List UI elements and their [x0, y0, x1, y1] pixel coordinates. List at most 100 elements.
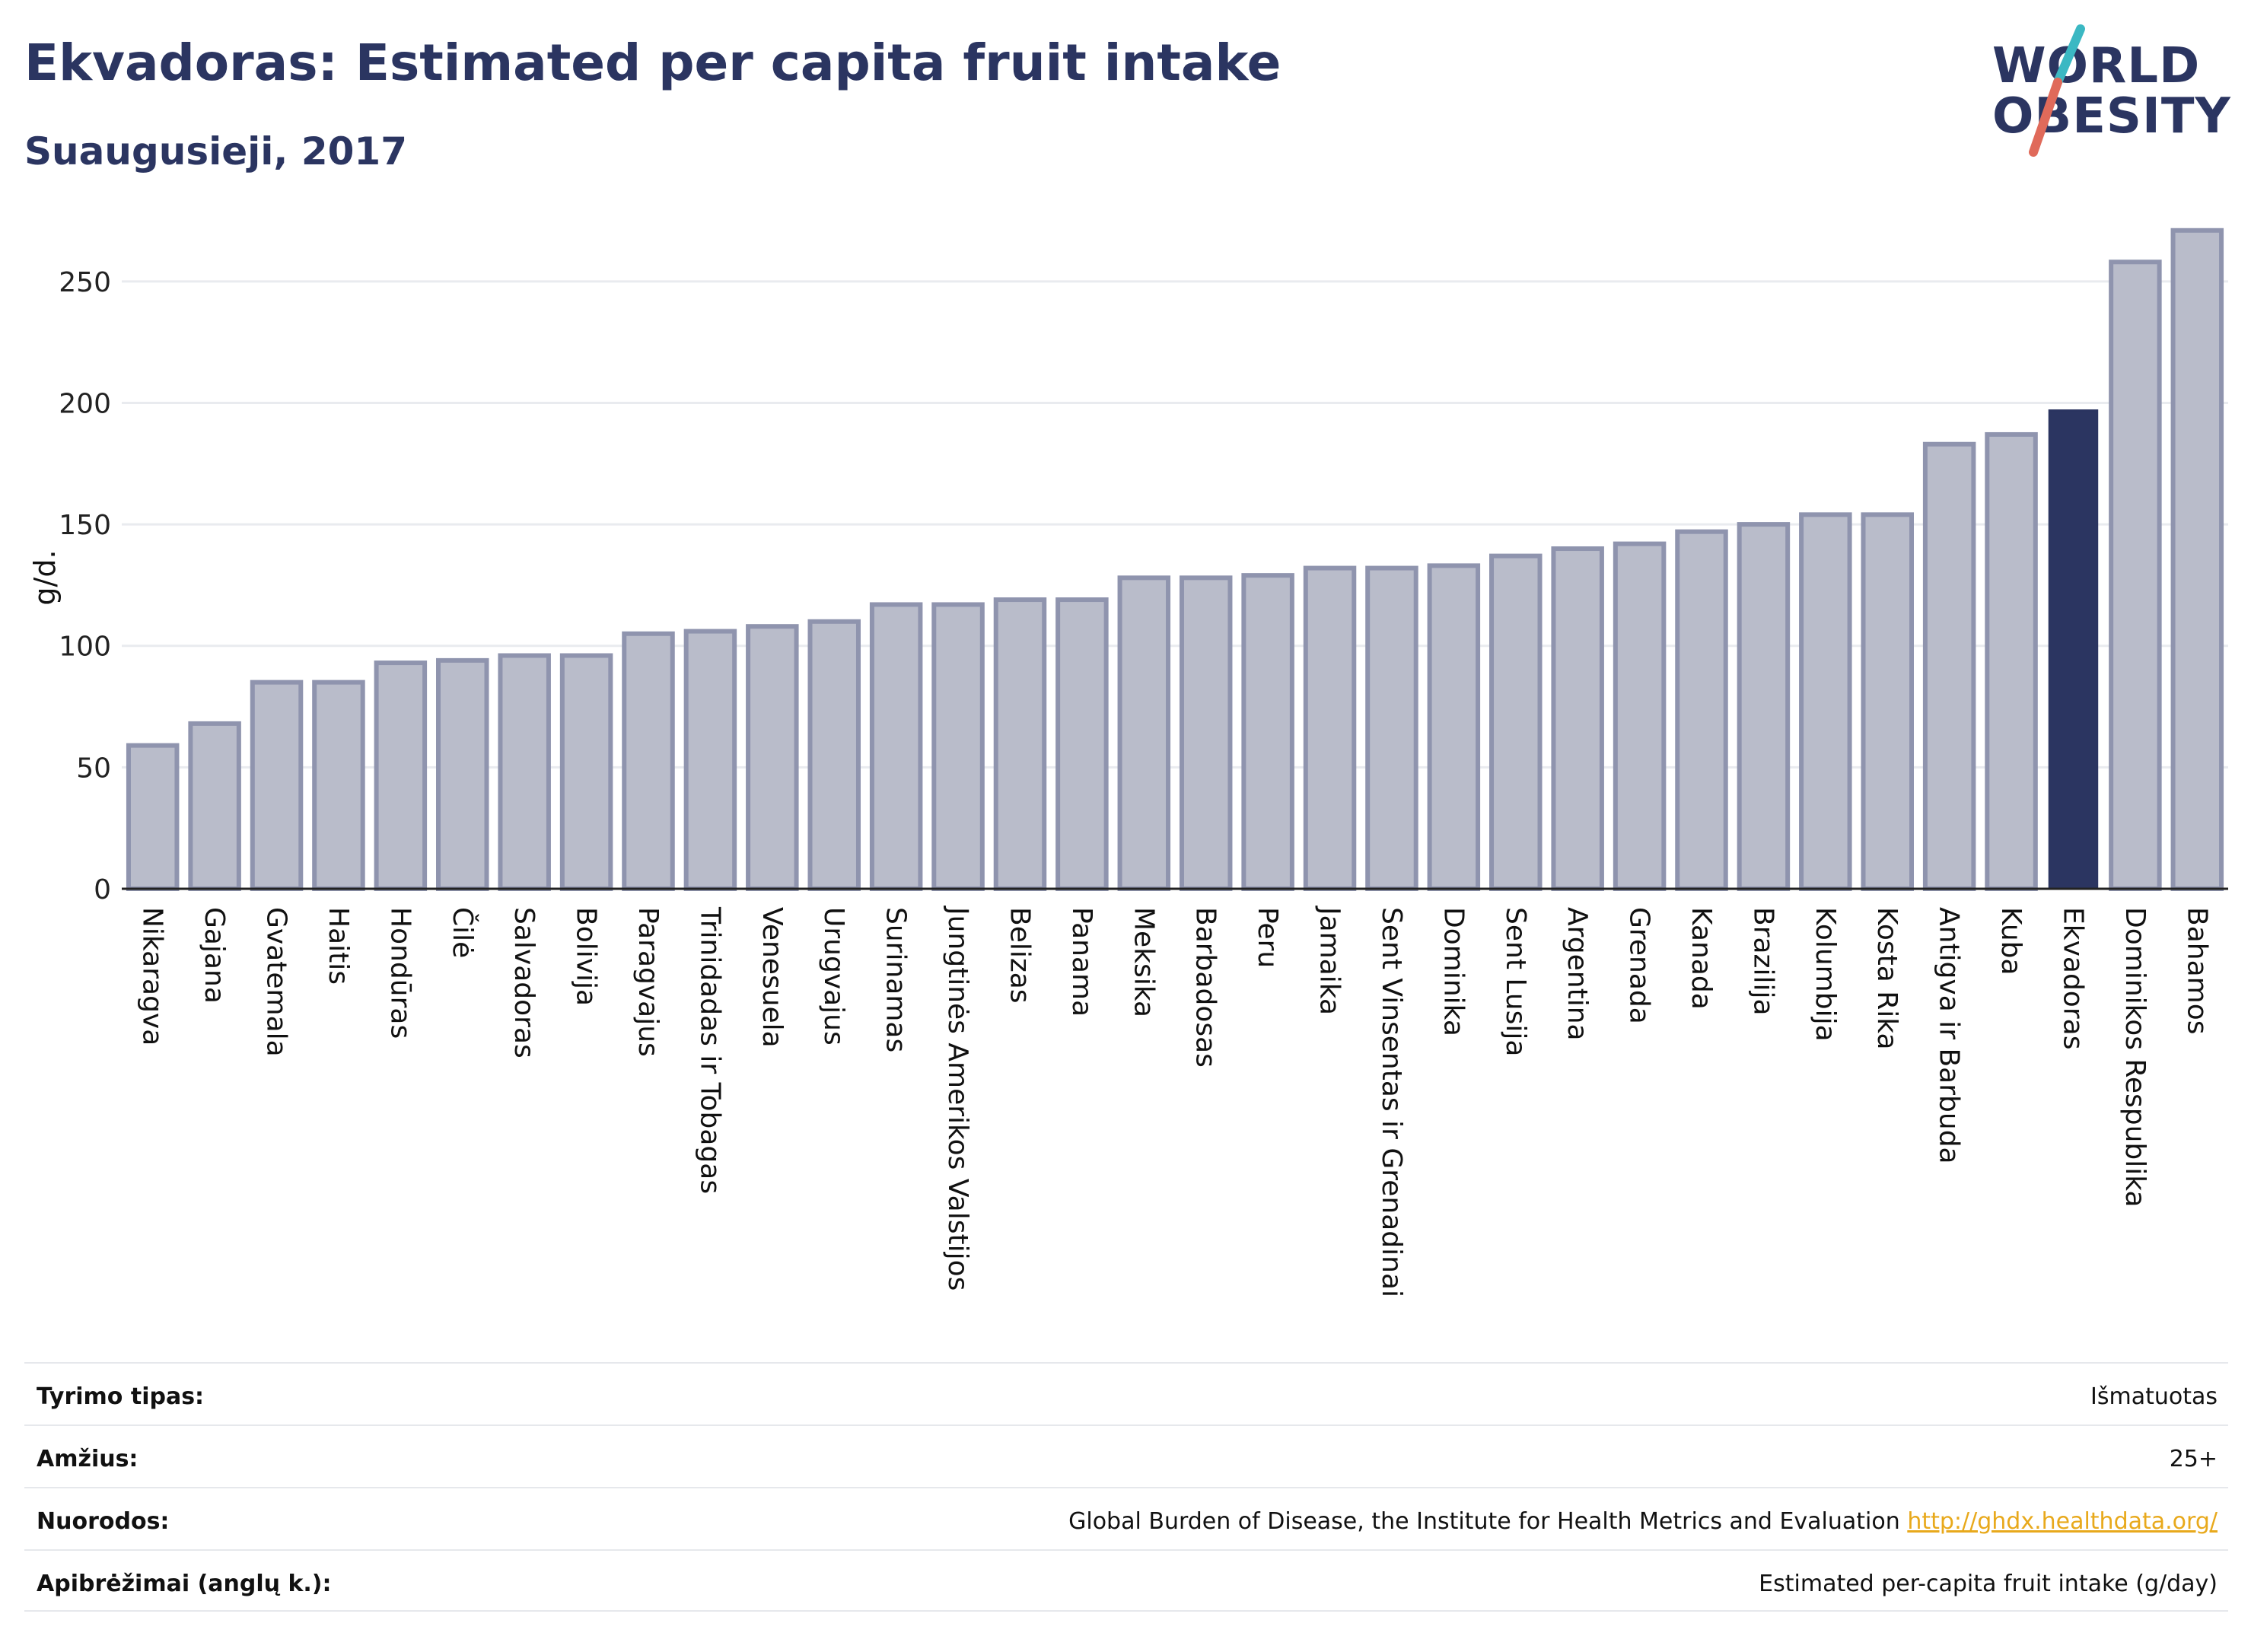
x-tick-label: Argentina	[1562, 907, 1593, 1041]
bar	[188, 721, 241, 891]
x-tick-label: Sent Vinsentas ir Grenadinai	[1376, 907, 1407, 1297]
bar	[2170, 228, 2224, 891]
bar	[807, 619, 861, 891]
meta-key: Tyrimo tipas:	[37, 1383, 205, 1410]
x-tick-label: Bahamos	[2181, 907, 2212, 1034]
x-tick-label: Sent Lusija	[1500, 907, 1531, 1056]
x-tick-label: Salvadoras	[508, 907, 540, 1058]
x-tick-label: Peru	[1252, 907, 1283, 968]
bar	[1303, 565, 1357, 891]
y-tick-label: 0	[94, 874, 111, 906]
x-tick-label: Gajana	[199, 907, 230, 1004]
bar	[1861, 512, 1914, 891]
x-tick-label: Barbadosas	[1190, 907, 1221, 1068]
x-tick-label: Kosta Rika	[1871, 907, 1902, 1050]
bar	[1737, 522, 1791, 891]
x-tick-label: Meksika	[1128, 907, 1159, 1017]
meta-row-survey-type: Tyrimo tipas: Išmatuotas	[24, 1362, 2228, 1424]
logo-slash-teal	[2053, 24, 2085, 87]
y-axis-tick-labels: 0 50 100 150 200 250	[59, 267, 111, 906]
bar	[1427, 563, 1481, 891]
bar	[622, 631, 675, 891]
bar	[436, 657, 489, 891]
meta-value: Estimated per-capita fruit intake (g/day…	[1759, 1571, 2218, 1597]
meta-key: Apibrėžimai (anglų k.):	[37, 1571, 332, 1597]
x-tick-label: Antigva ir Barbuda	[1934, 907, 1965, 1164]
x-tick-label: Gvatemala	[261, 907, 292, 1057]
meta-row-definitions: Apibrėžimai (anglų k.): Estimated per-ca…	[24, 1549, 2228, 1612]
meta-value: Išmatuotas	[2090, 1383, 2218, 1410]
bar	[683, 629, 737, 891]
bar	[1799, 512, 1852, 891]
x-tick-label: Kanada	[1686, 907, 1717, 1010]
bar	[498, 653, 551, 891]
bar	[1675, 529, 1728, 891]
bar	[250, 680, 304, 891]
x-tick-label: Belizas	[1004, 907, 1035, 1004]
y-tick-label: 150	[59, 510, 111, 541]
bar	[1613, 541, 1667, 892]
chart-subtitle: Suaugusieji, 2017	[24, 129, 407, 173]
x-axis-tick-labels: Nikaragva Gajana Gvatemala Haitis Hondūras Či…	[137, 906, 2213, 1297]
bar	[1241, 573, 1294, 891]
logo-text-obesity: OBESITY	[1992, 88, 2231, 145]
chart-title: Ekvadoras: Estimated per capita fruit in…	[24, 33, 1282, 92]
x-tick-label: Jamaika	[1314, 906, 1345, 1015]
reference-text: Global Burden of Disease, the Institute …	[1068, 1508, 1900, 1535]
reference-link[interactable]: http://ghdx.healthdata.org/	[1907, 1508, 2218, 1535]
bar	[1551, 546, 1604, 891]
x-tick-label: Jungtinės Amerikos Valstijos	[942, 906, 973, 1291]
bar	[374, 660, 428, 891]
x-tick-label: Kolumbija	[1810, 907, 1841, 1042]
bar	[1179, 575, 1233, 892]
y-tick-label: 50	[76, 753, 111, 784]
bar	[312, 680, 365, 891]
bar	[993, 597, 1047, 891]
bar-chart: 0 50 100 150 200 250 Nikaragva Gajana Gvatemala…	[28, 228, 2228, 1297]
y-axis-label: g/d.	[28, 549, 62, 605]
bar	[1489, 553, 1543, 891]
bar	[1365, 565, 1418, 891]
bar	[869, 602, 923, 892]
logo-slash-icon	[2029, 24, 2085, 157]
bar	[126, 743, 180, 891]
bar	[931, 602, 985, 892]
bar	[1922, 441, 1976, 891]
y-tick-label: 100	[59, 632, 111, 663]
meta-row-references: Nuorodos: Global Burden of Disease, the …	[24, 1487, 2228, 1549]
metadata-table: Tyrimo tipas: Išmatuotas Amžius: 25+ Nuo…	[24, 1362, 2228, 1612]
x-tick-label: Haitis	[323, 907, 354, 985]
bar	[1055, 597, 1109, 891]
world-obesity-logo: WORLD OBESITY	[1979, 23, 2237, 160]
bar	[746, 624, 799, 891]
x-tick-label: Bolivija	[571, 907, 602, 1006]
meta-key: Amžius:	[37, 1446, 138, 1472]
x-tick-label: Panama	[1066, 907, 1097, 1017]
bar	[2048, 409, 2099, 890]
x-tick-label: Ekvadoras	[2057, 907, 2088, 1049]
logo-text-world: WORLD	[1992, 38, 2201, 94]
bar	[1117, 575, 1171, 892]
x-tick-label: Trinidadas ir Tobagas	[694, 906, 725, 1194]
x-tick-label: Čilė	[447, 907, 479, 958]
x-tick-label: Venesuela	[756, 907, 788, 1048]
meta-value: Global Burden of Disease, the Institute …	[1068, 1508, 2218, 1535]
x-tick-label: Hondūras	[384, 907, 415, 1039]
x-tick-label: Paragvajus	[632, 907, 664, 1057]
x-tick-label: Dominika	[1438, 907, 1469, 1036]
meta-row-age: Amžius: 25+	[24, 1424, 2228, 1487]
x-tick-label: Surinamas	[880, 907, 912, 1052]
bar	[1985, 431, 2038, 891]
x-tick-label: Nikaragva	[137, 907, 168, 1046]
meta-value: 25+	[2169, 1446, 2218, 1472]
y-tick-label: 250	[59, 267, 111, 298]
bar	[2109, 259, 2162, 891]
x-tick-label: Dominikos Respublika	[2119, 907, 2151, 1208]
y-tick-label: 200	[59, 388, 111, 419]
x-tick-label: Urugvajus	[818, 907, 849, 1046]
bar	[559, 653, 613, 891]
x-tick-label: Kuba	[1995, 907, 2027, 976]
x-tick-label: Grenada	[1624, 907, 1655, 1024]
meta-key: Nuorodos:	[37, 1508, 170, 1535]
logo-slash-red	[2029, 78, 2062, 157]
